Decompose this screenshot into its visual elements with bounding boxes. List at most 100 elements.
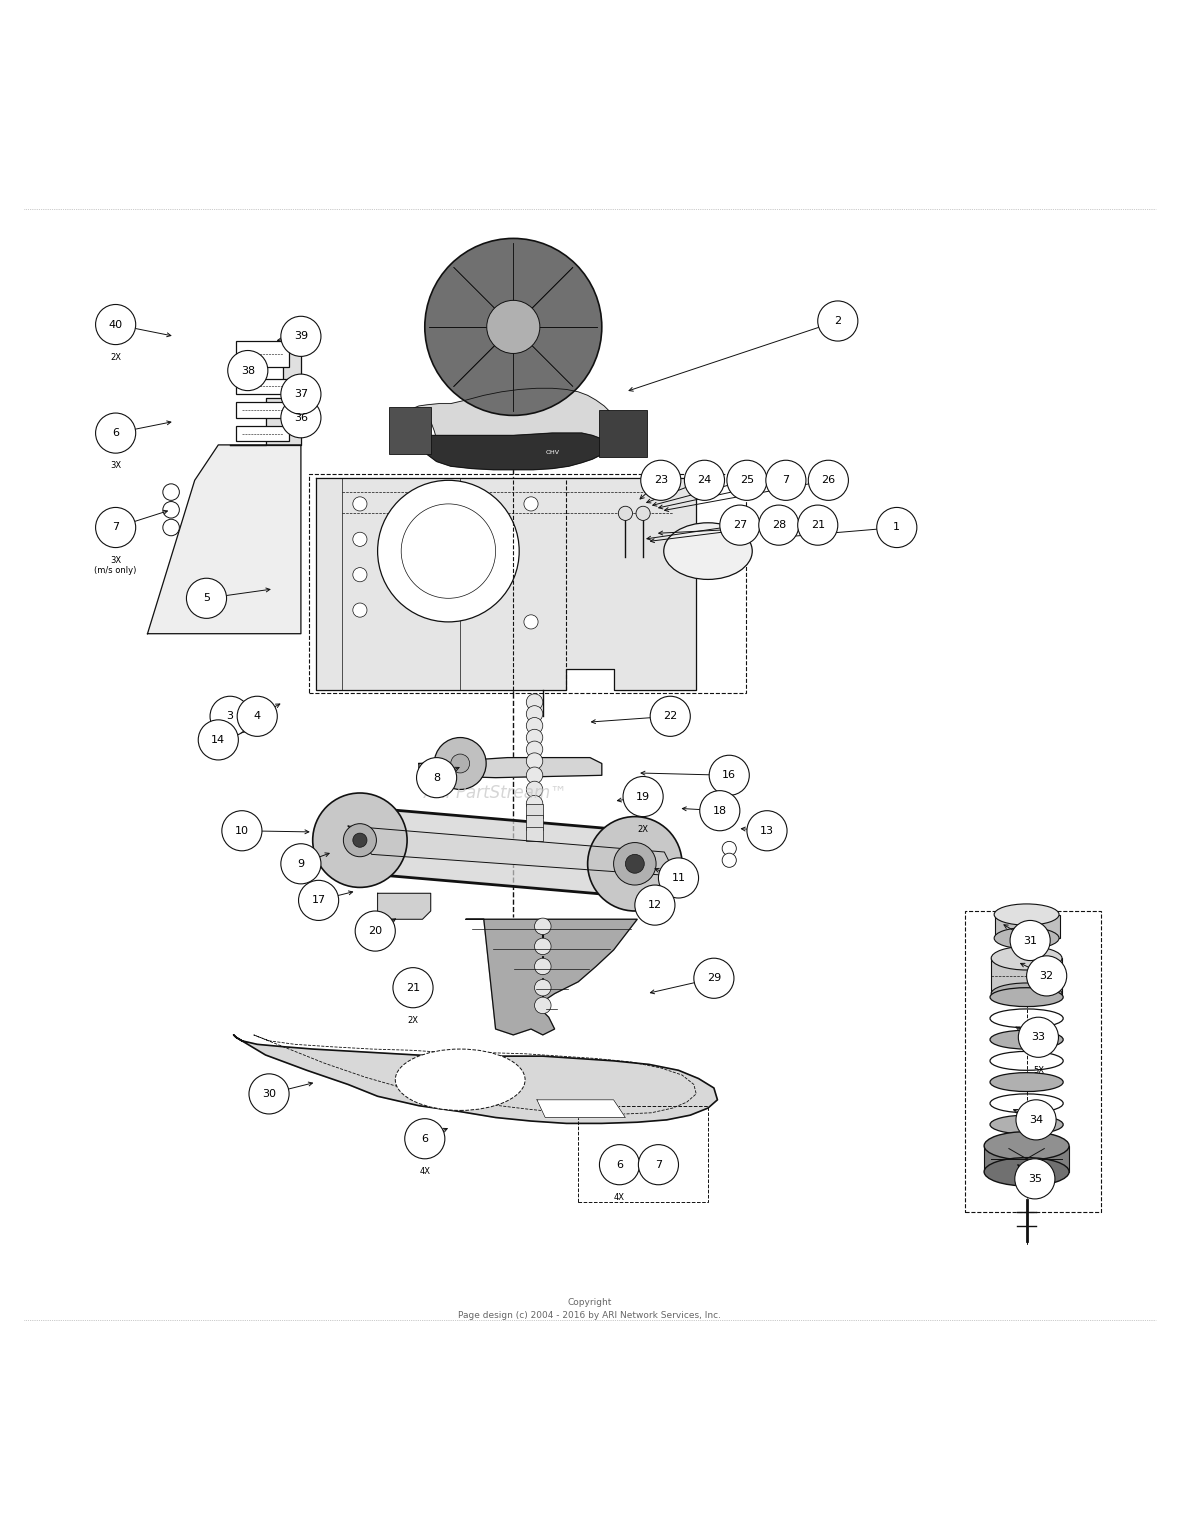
Circle shape xyxy=(658,858,699,898)
Circle shape xyxy=(1016,1099,1056,1141)
Circle shape xyxy=(524,496,538,512)
Text: 10: 10 xyxy=(235,826,249,835)
Circle shape xyxy=(96,304,136,345)
Circle shape xyxy=(766,460,806,501)
Circle shape xyxy=(759,505,799,545)
Text: 21: 21 xyxy=(406,983,420,993)
Circle shape xyxy=(535,959,551,974)
Circle shape xyxy=(96,507,136,548)
Polygon shape xyxy=(316,478,696,690)
Circle shape xyxy=(405,1119,445,1159)
Polygon shape xyxy=(466,919,637,1035)
Circle shape xyxy=(343,823,376,857)
Circle shape xyxy=(186,579,227,618)
Text: 3X
(m/s only): 3X (m/s only) xyxy=(94,556,137,576)
Circle shape xyxy=(237,696,277,736)
Circle shape xyxy=(818,301,858,341)
Circle shape xyxy=(417,757,457,797)
Circle shape xyxy=(355,912,395,951)
Circle shape xyxy=(722,854,736,867)
Text: 7: 7 xyxy=(782,475,789,486)
Bar xyxy=(309,475,746,693)
Circle shape xyxy=(526,730,543,745)
Bar xyxy=(236,403,289,418)
Text: 28: 28 xyxy=(772,521,786,530)
Bar xyxy=(526,803,543,818)
Circle shape xyxy=(1018,1017,1058,1057)
Circle shape xyxy=(393,968,433,1008)
Circle shape xyxy=(618,507,632,521)
Circle shape xyxy=(650,696,690,736)
Circle shape xyxy=(299,881,339,921)
Circle shape xyxy=(694,959,734,999)
Ellipse shape xyxy=(984,1132,1069,1161)
Ellipse shape xyxy=(994,904,1060,925)
Polygon shape xyxy=(348,826,670,875)
Text: 2: 2 xyxy=(834,316,841,325)
Text: ARI PartStream™: ARI PartStream™ xyxy=(424,783,568,802)
Circle shape xyxy=(747,811,787,851)
Circle shape xyxy=(210,696,250,736)
Text: 4X: 4X xyxy=(419,1167,431,1176)
Circle shape xyxy=(281,844,321,884)
Bar xyxy=(599,409,647,457)
Bar xyxy=(995,915,1060,938)
Circle shape xyxy=(1027,956,1067,996)
Circle shape xyxy=(526,693,543,710)
Circle shape xyxy=(313,793,407,887)
Text: 29: 29 xyxy=(707,973,721,983)
Polygon shape xyxy=(148,444,301,634)
Circle shape xyxy=(535,918,551,935)
Circle shape xyxy=(281,374,321,414)
Polygon shape xyxy=(427,434,608,470)
Circle shape xyxy=(623,777,663,817)
Ellipse shape xyxy=(991,947,1062,970)
Text: 37: 37 xyxy=(294,389,308,399)
Circle shape xyxy=(281,397,321,438)
Circle shape xyxy=(353,603,367,617)
Text: 34: 34 xyxy=(1029,1115,1043,1125)
Text: 3X: 3X xyxy=(110,461,122,470)
Circle shape xyxy=(434,738,486,789)
Text: 27: 27 xyxy=(733,521,747,530)
Circle shape xyxy=(526,718,543,734)
Text: 16: 16 xyxy=(722,770,736,780)
Text: 22: 22 xyxy=(663,712,677,721)
Text: 7: 7 xyxy=(655,1159,662,1170)
Circle shape xyxy=(526,753,543,770)
Circle shape xyxy=(808,460,848,501)
Bar xyxy=(984,1145,1069,1171)
Circle shape xyxy=(625,855,644,873)
Circle shape xyxy=(722,841,736,855)
Text: 11: 11 xyxy=(671,873,686,883)
Text: 17: 17 xyxy=(312,895,326,906)
Bar xyxy=(578,1106,708,1202)
Circle shape xyxy=(1015,1159,1055,1199)
Polygon shape xyxy=(234,1035,717,1124)
Text: 20: 20 xyxy=(368,925,382,936)
Circle shape xyxy=(96,412,136,454)
Text: 32: 32 xyxy=(1040,971,1054,980)
Circle shape xyxy=(638,1145,678,1185)
Bar xyxy=(236,426,289,441)
Text: 5: 5 xyxy=(203,594,210,603)
Circle shape xyxy=(249,1073,289,1115)
Circle shape xyxy=(425,238,602,415)
Circle shape xyxy=(353,834,367,847)
Polygon shape xyxy=(537,1099,625,1118)
Text: 6: 6 xyxy=(616,1159,623,1170)
Text: 13: 13 xyxy=(760,826,774,835)
Text: 19: 19 xyxy=(636,791,650,802)
Circle shape xyxy=(486,301,539,353)
Circle shape xyxy=(635,886,675,925)
Circle shape xyxy=(614,843,656,886)
Polygon shape xyxy=(378,893,431,919)
Bar xyxy=(526,828,543,841)
Circle shape xyxy=(636,507,650,521)
Text: 26: 26 xyxy=(821,475,835,486)
Circle shape xyxy=(700,791,740,831)
Text: 35: 35 xyxy=(1028,1174,1042,1183)
Text: 21: 21 xyxy=(811,521,825,530)
Text: 25: 25 xyxy=(740,475,754,486)
Circle shape xyxy=(526,782,543,797)
